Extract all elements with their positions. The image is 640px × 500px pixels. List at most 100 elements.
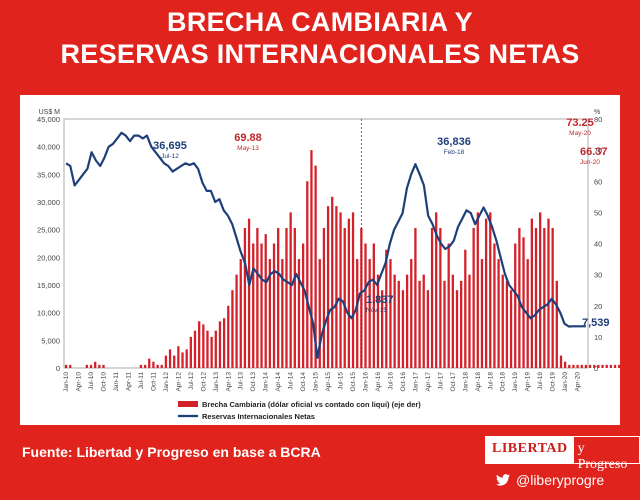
gap-bar	[293, 227, 296, 368]
left-axis-unit: US$ M	[39, 109, 61, 116]
x-tick-label: Jan-14	[263, 372, 270, 392]
gap-bar	[152, 361, 155, 368]
x-tick-label: Jul-18	[487, 372, 494, 390]
gap-bar	[605, 364, 608, 368]
x-tick-label: Jul-14	[288, 372, 295, 390]
gap-bar	[239, 259, 242, 368]
gap-bar	[601, 364, 604, 368]
logo-left-text: LIBERTAD	[486, 437, 574, 463]
gap-bar	[464, 249, 467, 368]
annotation-date: May-13	[237, 145, 259, 152]
gap-bar	[593, 364, 596, 368]
gap-bar	[264, 234, 267, 368]
y-right-tick-label: 0	[594, 364, 598, 373]
gap-bar	[414, 227, 417, 368]
y-right-tick-label: 60	[594, 177, 602, 186]
gap-bar	[64, 364, 68, 368]
gap-bar	[331, 196, 334, 368]
gap-bar	[588, 364, 592, 368]
y-left-tick-label: 45,000	[37, 115, 60, 124]
gap-bar	[563, 361, 567, 368]
gap-bar	[380, 290, 384, 368]
x-tick-label: Oct-15	[350, 372, 357, 392]
x-tick-label: Oct-19	[550, 372, 557, 392]
gap-bar	[177, 346, 180, 368]
gap-bar	[98, 364, 101, 368]
gap-bar	[214, 330, 217, 368]
annotation-date: Jun-20	[580, 159, 600, 166]
gap-bar	[385, 249, 388, 368]
gap-bar	[318, 259, 321, 368]
gap-bar	[160, 364, 163, 368]
x-tick-label: Jul-13	[238, 372, 245, 390]
gap-bar	[89, 364, 93, 368]
gap-bar	[401, 290, 405, 368]
gap-bar	[397, 280, 400, 368]
gap-bar	[102, 364, 105, 368]
gap-bar	[306, 181, 309, 368]
gap-bar	[580, 364, 583, 368]
gap-bar	[189, 336, 192, 368]
x-tick-label: Apr-20	[575, 372, 582, 392]
gap-bar	[547, 218, 550, 368]
gap-bar	[489, 212, 492, 368]
x-tick-label: Jan-18	[462, 372, 469, 392]
gap-bar	[218, 321, 222, 368]
x-tick-label: Jan-13	[213, 372, 220, 392]
x-tick-label: Jan-19	[512, 372, 519, 392]
gap-bar	[301, 243, 305, 368]
gap-bar	[185, 349, 188, 368]
gap-bar	[393, 274, 396, 368]
gap-bar	[272, 243, 276, 368]
x-tick-label: Apr-17	[425, 372, 432, 392]
x-tick-label: Oct-14	[300, 372, 307, 392]
gap-bar	[351, 212, 355, 368]
x-tick-label: Apr-15	[325, 372, 332, 392]
gap-bar	[376, 274, 380, 368]
annotation-value: 7,539	[582, 317, 610, 329]
gap-bar	[243, 227, 247, 368]
gap-bar	[297, 259, 301, 368]
gap-bar	[555, 280, 558, 368]
gap-bar	[268, 259, 272, 368]
x-tick-label: Oct-17	[450, 372, 457, 392]
x-tick-label: Jan-16	[363, 372, 370, 392]
gap-bar	[468, 274, 471, 368]
y-left-tick-label: 10,000	[37, 309, 60, 318]
gap-bar	[372, 243, 375, 368]
x-tick-label: Jan-10	[63, 372, 70, 392]
x-tick-label: Apr-19	[525, 372, 532, 392]
legend-swatch-bars	[178, 401, 198, 407]
gap-bar	[222, 318, 226, 368]
gap-bar	[347, 218, 351, 368]
annotation-date: Nov-15	[366, 307, 387, 314]
x-tick-label: Apr-10	[76, 372, 83, 392]
gap-bar	[435, 212, 438, 368]
x-tick-label: Apr-11	[125, 372, 132, 391]
gap-bar	[389, 259, 392, 368]
gap-bar	[252, 243, 255, 368]
gap-bar	[181, 352, 184, 368]
x-tick-label: Jul-11	[138, 372, 145, 390]
gap-bar	[156, 364, 159, 368]
gap-bar	[148, 358, 151, 368]
gap-bar	[339, 212, 342, 368]
twitter-handle[interactable]: @liberyprogre	[496, 472, 604, 488]
x-tick-label: Oct-11	[150, 372, 157, 391]
gap-bar	[480, 259, 484, 368]
gap-bar	[422, 274, 425, 368]
annotation-value: 36,695	[153, 140, 187, 152]
x-tick-label: Jul-19	[537, 372, 544, 390]
x-tick-label: Jul-17	[437, 372, 444, 390]
gap-bar	[576, 364, 579, 368]
gap-bar	[439, 227, 442, 368]
x-tick-label: Apr-12	[175, 372, 182, 392]
y-left-tick-label: 40,000	[37, 143, 60, 152]
gap-bar	[609, 364, 613, 368]
gap-bar	[139, 364, 143, 368]
gap-bar	[484, 218, 488, 368]
logo-right-text: y Progreso	[577, 441, 628, 472]
gap-bar	[597, 364, 600, 368]
twitter-bird-icon	[496, 474, 510, 486]
y-right-tick-label: 80	[594, 115, 602, 124]
